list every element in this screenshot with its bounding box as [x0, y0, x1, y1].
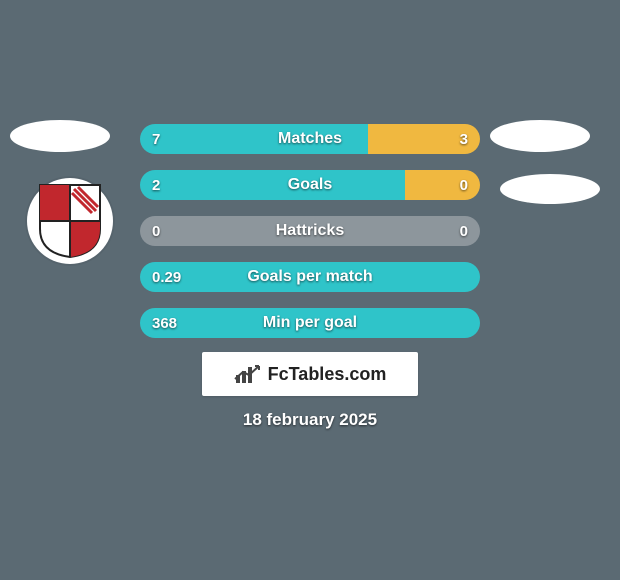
stat-value-left: 368 — [152, 308, 177, 338]
stat-value-right: 0 — [460, 216, 468, 246]
stat-row: Hattricks0 0 — [140, 216, 480, 246]
stat-label: Goals per match — [140, 262, 480, 292]
stat-row: Matches7 3 — [140, 124, 480, 154]
stat-label: Goals — [140, 170, 480, 200]
shield-icon — [38, 183, 102, 259]
bar-chart-icon — [234, 363, 262, 385]
side-ellipse-right-2 — [500, 174, 600, 204]
stat-label: Matches — [140, 124, 480, 154]
date-text: 18 february 2025 — [0, 410, 620, 430]
stat-row: Goals2 0 — [140, 170, 480, 200]
stat-value-right: 0 — [460, 170, 468, 200]
stat-value-left: 2 — [152, 170, 160, 200]
stat-value-left: 0 — [152, 216, 160, 246]
branding-badge: FcTables.com — [202, 352, 418, 396]
club-crest — [27, 178, 113, 264]
stat-row: Min per goal368 — [140, 308, 480, 338]
stat-label: Min per goal — [140, 308, 480, 338]
stat-row: Goals per match0.29 — [140, 262, 480, 292]
side-ellipse-left-1 — [10, 120, 110, 152]
branding-text: FcTables.com — [268, 364, 387, 385]
stat-label: Hattricks — [140, 216, 480, 246]
stat-value-left: 0.29 — [152, 262, 181, 292]
stat-value-left: 7 — [152, 124, 160, 154]
side-ellipse-right-1 — [490, 120, 590, 152]
stat-value-right: 3 — [460, 124, 468, 154]
comparison-bars: Matches73Goals20Hattricks00Goals per mat… — [140, 124, 480, 354]
